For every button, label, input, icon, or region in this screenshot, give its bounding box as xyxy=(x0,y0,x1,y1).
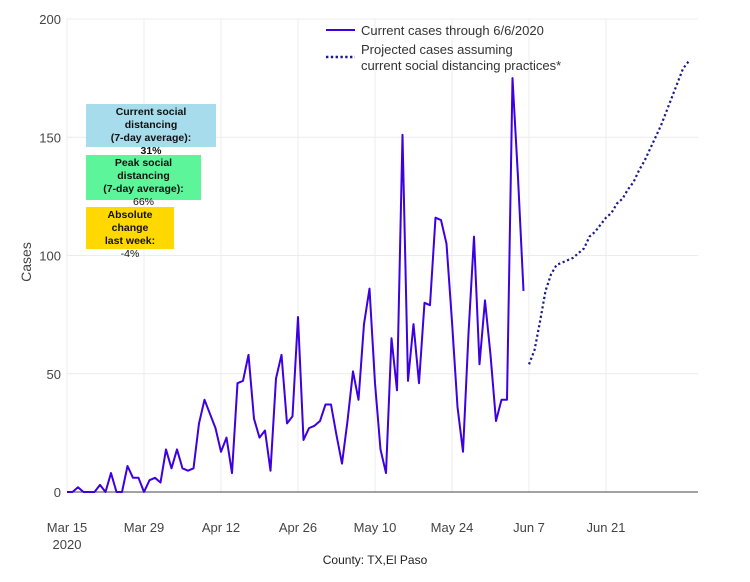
x-tick-label: Jun 21 xyxy=(586,520,625,535)
legend[interactable]: Current cases through 6/6/2020 Projected… xyxy=(326,23,561,73)
series-layer xyxy=(67,60,690,493)
peak-distancing-box: Peak social distancing (7-day average): … xyxy=(86,155,201,208)
legend-label-current[interactable]: Current cases through 6/6/2020 xyxy=(361,23,544,38)
legend-label-projected-line1[interactable]: Projected cases assuming xyxy=(361,42,513,57)
x-tick-label: May 10 xyxy=(354,520,397,535)
x-tick-label: Apr 12 xyxy=(202,520,240,535)
x-tick-label: Jun 7 xyxy=(513,520,545,535)
y-tick-label: 50 xyxy=(47,367,61,382)
x-tick-label: Mar 29 xyxy=(124,520,164,535)
current-distancing-title1: Current social distancing xyxy=(115,106,187,131)
absolute-change-box: Absolute change last week: -4% xyxy=(86,207,174,260)
peak-distancing-value: 66% xyxy=(132,196,154,208)
peak-distancing-title1: Peak social distancing xyxy=(114,157,173,182)
x-tick-label: Apr 26 xyxy=(279,520,317,535)
legend-label-projected-line2[interactable]: current social distancing practices* xyxy=(361,58,561,73)
projected-cases-line[interactable] xyxy=(527,60,690,365)
y-axis-title: Cases xyxy=(18,242,34,282)
y-tick-label: 200 xyxy=(39,12,61,27)
y-axis-ticks: 0 50 100 150 200 xyxy=(39,12,61,500)
x-tick-label: Mar 15 xyxy=(47,520,87,535)
x-tick-year-label: 2020 xyxy=(53,537,82,552)
absolute-change-title2: last week: xyxy=(104,235,156,247)
y-tick-label: 100 xyxy=(39,249,61,264)
absolute-change-value: -4% xyxy=(120,248,140,260)
current-distancing-box: Current social distancing (7-day average… xyxy=(86,104,216,157)
x-axis-ticks: Mar 15 2020 Mar 29 Apr 12 Apr 26 May 10 May 24… xyxy=(47,520,626,552)
current-cases-line[interactable] xyxy=(67,77,525,493)
current-distancing-value: 31% xyxy=(140,145,162,157)
peak-distancing-title2: (7-day average): xyxy=(103,183,184,195)
county-label: County: TX,El Paso xyxy=(322,553,428,567)
y-tick-label: 0 xyxy=(54,485,61,500)
y-tick-label: 150 xyxy=(39,130,61,145)
current-distancing-title2: (7-day average): xyxy=(110,132,192,144)
absolute-change-title1: Absolute change xyxy=(107,209,153,234)
x-tick-label: May 24 xyxy=(431,520,474,535)
